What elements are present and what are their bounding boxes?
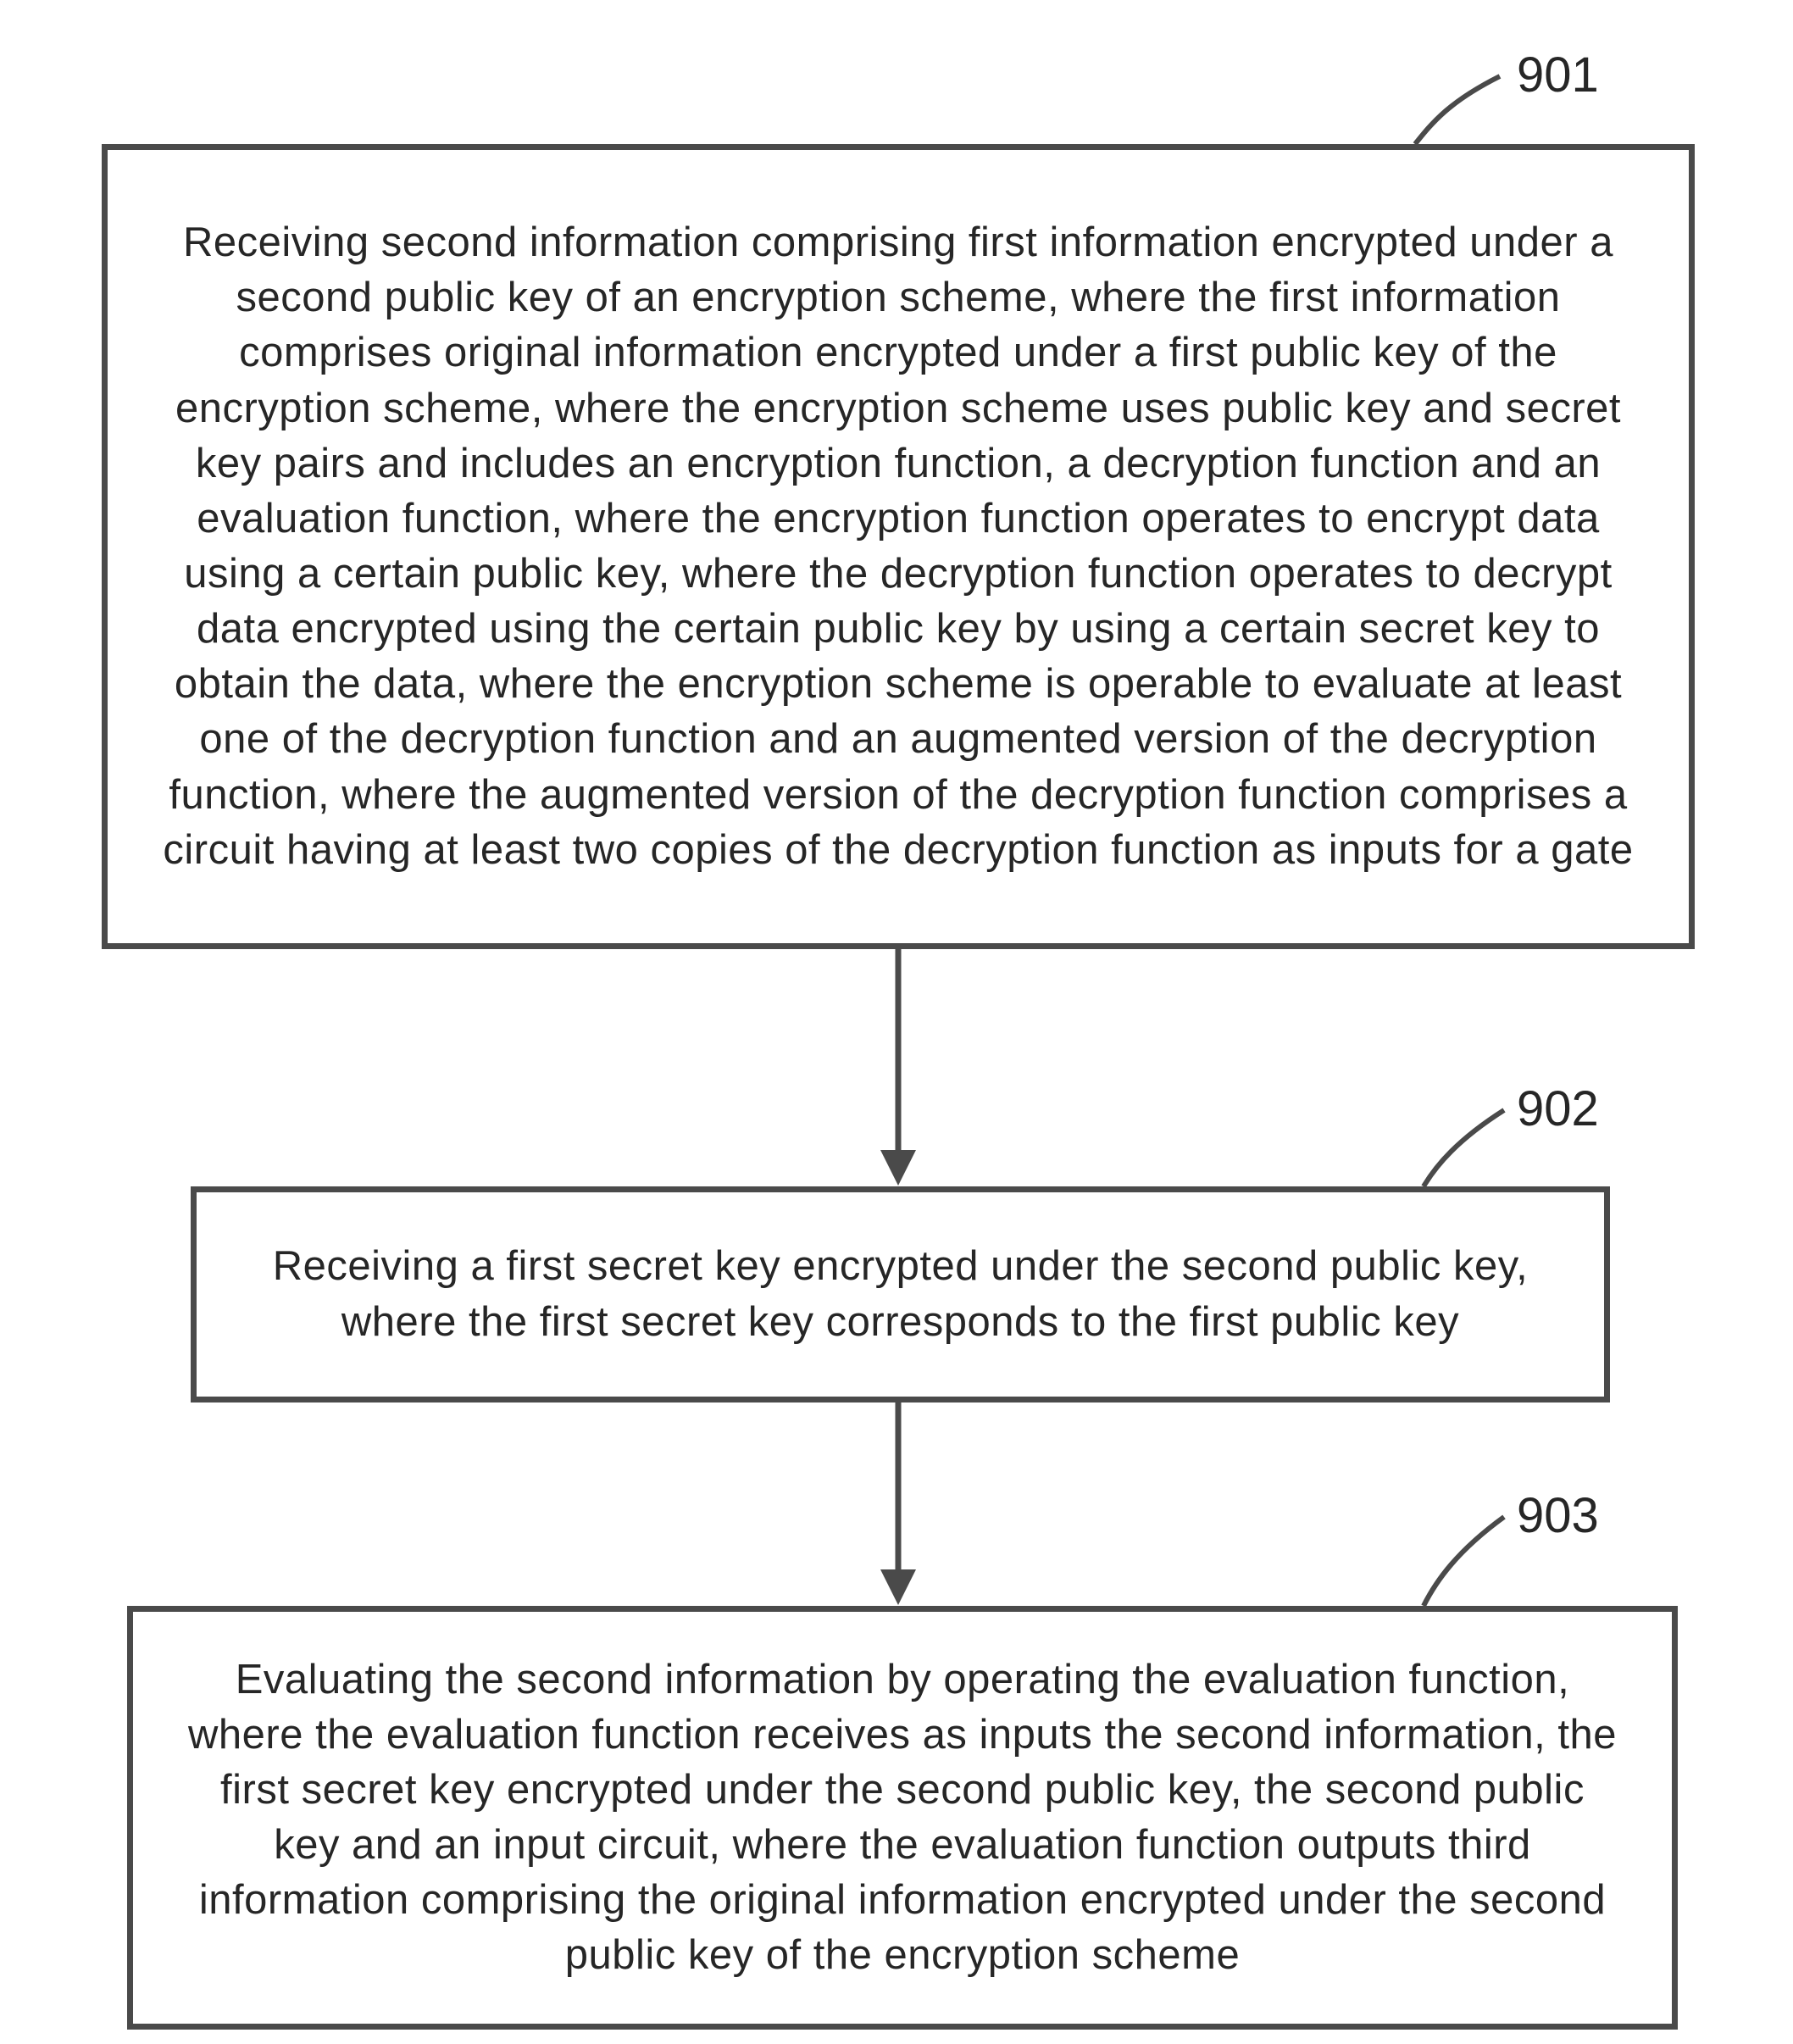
flow-label-902: 902 <box>1517 1080 1599 1137</box>
flow-step-901: Receiving second information comprising … <box>102 144 1695 949</box>
callout-903 <box>1424 1517 1504 1606</box>
flow-step-903-text: Evaluating the second information by ope… <box>184 1652 1621 1984</box>
flow-step-903: Evaluating the second information by ope… <box>127 1606 1678 2030</box>
flow-step-902-text: Receiving a first secret key encrypted u… <box>247 1239 1553 1349</box>
flowchart-canvas: Receiving second information comprising … <box>0 0 1793 2044</box>
callout-902 <box>1424 1110 1504 1186</box>
flow-label-901: 901 <box>1517 47 1599 103</box>
flow-label-903: 903 <box>1517 1487 1599 1544</box>
flow-step-901-text: Receiving second information comprising … <box>158 215 1638 878</box>
callout-901 <box>1415 76 1500 144</box>
flow-step-902: Receiving a first secret key encrypted u… <box>191 1186 1610 1402</box>
